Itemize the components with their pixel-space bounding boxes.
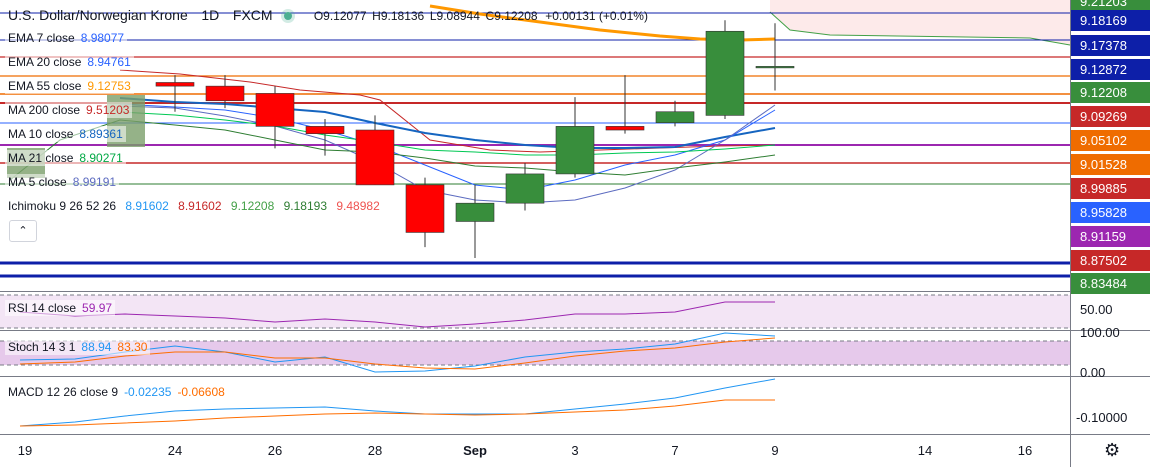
price-label: 9.17378 <box>1071 35 1150 56</box>
price-label: 9.18169 <box>1071 10 1150 31</box>
ohlc-close: C9.12208 <box>485 9 538 23</box>
price-label: 8.95828 <box>1071 202 1150 223</box>
candle <box>455 202 495 222</box>
stoch-axis-top: 100.00 <box>1080 325 1120 340</box>
stoch-axis-bottom: 0.00 <box>1080 365 1106 380</box>
market-status-icon <box>284 12 293 21</box>
time-axis-label: 26 <box>267 443 283 458</box>
rsi-band <box>0 295 1070 328</box>
time-axis-label: 14 <box>917 443 933 458</box>
candle <box>705 30 745 116</box>
price-label: 9.12872 <box>1071 59 1150 80</box>
price-label: 9.05102 <box>1071 130 1150 151</box>
legend-ema-7[interactable]: EMA 7 close 8.98077 <box>5 30 128 46</box>
legend-ichimoku[interactable]: Ichimoku 9 26 52 26 8.91602 8.91602 9.12… <box>5 198 383 214</box>
legend-ma-200[interactable]: MA 200 close 9.51203 <box>5 102 133 118</box>
price-label: 8.91159 <box>1071 226 1150 247</box>
candle <box>655 111 695 124</box>
candle <box>605 126 645 131</box>
time-axis-label: 3 <box>571 443 579 458</box>
price-label: 8.99885 <box>1071 178 1150 199</box>
horizontal-levels[interactable] <box>0 12 1070 278</box>
ma-21-line <box>119 111 776 156</box>
time-axis-label: 28 <box>367 443 383 458</box>
candle <box>755 66 795 69</box>
stoch-band <box>0 341 1070 365</box>
time-axis-label: 9 <box>771 443 779 458</box>
candle <box>155 82 195 87</box>
candle <box>355 129 395 186</box>
price-label: 9.01528 <box>1071 154 1150 175</box>
candle <box>255 93 295 127</box>
candle <box>405 184 445 233</box>
time-axis-label: 19 <box>17 443 33 458</box>
candles[interactable] <box>155 20 795 259</box>
price-label: 9.21203 <box>1071 0 1150 12</box>
ichimoku-lagging <box>9 119 776 181</box>
candle <box>505 173 545 204</box>
price-label: 9.09269 <box>1071 106 1150 127</box>
macd-line <box>19 378 776 427</box>
time-axis-label: Sep <box>463 443 487 458</box>
price-label: 8.87502 <box>1071 250 1150 271</box>
ma-10-line <box>119 97 776 149</box>
ma-5-line <box>119 104 776 204</box>
collapse-legend-button[interactable]: ⌃ <box>9 220 37 242</box>
candle <box>205 85 245 102</box>
chart-settings-gear-icon[interactable]: ⚙ <box>1104 440 1121 460</box>
legend-ema-20[interactable]: EMA 20 close 8.94761 <box>5 54 134 70</box>
macd-axis-label: -0.10000 <box>1076 410 1128 425</box>
symbol-header[interactable]: U.S. Dollar/Norwegian Krone 1D FXCM O9.1… <box>8 7 648 23</box>
time-axis-label: 7 <box>671 443 679 458</box>
exchange-label: FXCM <box>232 7 273 23</box>
ohlc-change: +0.00131 (+0.01%) <box>545 9 648 23</box>
rsi-line <box>19 301 775 328</box>
legend-macd[interactable]: MACD 12 26 close 9 -0.02235 -0.06608 <box>5 384 228 400</box>
ema-7-line <box>119 103 776 191</box>
symbol-title[interactable]: U.S. Dollar/Norwegian Krone <box>8 7 188 23</box>
interval-label[interactable]: 1D <box>201 7 220 23</box>
time-axis-label: 16 <box>1017 443 1033 458</box>
price-label: 8.83484 <box>1071 273 1150 294</box>
legend-ma-10[interactable]: MA 10 close 8.89361 <box>5 126 126 142</box>
ohlc-low: L9.08944 <box>429 9 480 23</box>
candle <box>305 126 345 134</box>
candle <box>555 126 595 175</box>
ohlc-open: O9.12077 <box>313 9 367 23</box>
macd-signal-line <box>19 399 775 427</box>
legend-ema-55[interactable]: EMA 55 close 9.12753 <box>5 78 134 94</box>
rsi-axis-label: 50.00 <box>1080 302 1113 317</box>
legend-rsi[interactable]: RSI 14 close 59.97 <box>5 300 116 316</box>
ma-200-line <box>119 69 776 153</box>
time-axis-label: 24 <box>167 443 183 458</box>
legend-ma-21[interactable]: MA 21 close 8.90271 <box>5 150 126 166</box>
price-label: 9.12208 <box>1071 82 1150 103</box>
ichimoku-cloud <box>770 0 1070 45</box>
legend-stoch[interactable]: Stoch 14 3 1 88.94 83.30 <box>5 339 151 355</box>
legend-ma-5[interactable]: MA 5 close 8.99191 <box>5 174 120 190</box>
ohlc-high: H9.18136 <box>372 9 425 23</box>
